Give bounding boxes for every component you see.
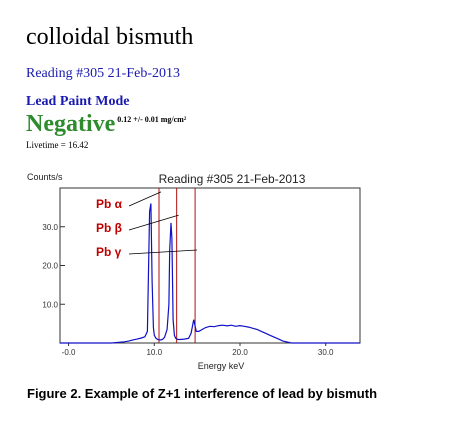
x-tick-label-4: 30.0 [318,348,334,357]
plot-frame [59,187,361,344]
annotation-leader-3 [128,249,198,255]
spectrum-series-line [60,203,360,344]
chart-title: Reading #305 21-Feb-2013 [159,172,306,186]
annotation-label-3: Pb γ [96,245,122,259]
reading-label: Reading #305 21-Feb-2013 [26,66,180,81]
y-tick-label-2: 20.0 [42,262,58,271]
y-tick-label-3: 30.0 [42,223,58,232]
y-ticks: 10.0 20.0 30.0 [42,223,65,309]
annotation-leader-2 [128,214,179,231]
annotation-label-2: Pb β [96,221,122,235]
annotation-leader-1 [128,191,162,207]
x-tick-label-3: 20.0 [232,348,248,357]
result-value: 0.12 +/- 0.01 mg/cm² [117,115,187,124]
sample-name: colloidal bismuth [26,24,194,50]
result-label: Negative [26,111,116,137]
x-tick-label-2: 10.0 [146,348,162,357]
x-ticks: -0.0 10.0 20.0 30.0 [62,343,334,357]
y-tick-label-1: 10.0 [42,300,58,309]
chart-xlabel: Energy keV [198,361,245,371]
result-row: Negative 0.12 +/- 0.01 mg/cm² [26,111,186,138]
spectrum-chart: Counts/s Reading #305 21-Feb-2013 10.0 20… [27,172,361,371]
chart-ylabel: Counts/s [27,172,63,182]
figure-caption: Figure 2. Example of Z+1 interference of… [27,386,378,401]
annotation-label-1: Pb α [96,197,123,211]
livetime-label: Livetime = 16.42 [26,140,89,150]
annotation-layer: Pb α Pb β Pb γ [96,191,198,259]
mode-label: Lead Paint Mode [26,94,130,109]
x-tick-label-1: -0.0 [62,348,76,357]
marker-layer [158,188,196,343]
